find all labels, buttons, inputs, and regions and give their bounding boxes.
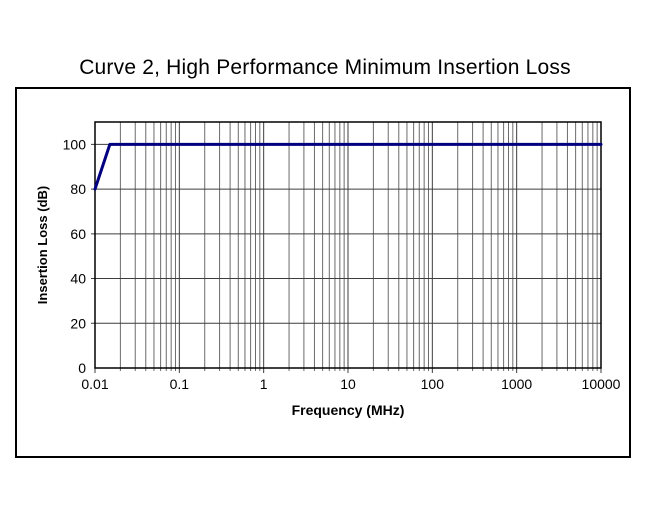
- x-tick-label: 100: [421, 376, 445, 392]
- y-tick-label: 100: [63, 136, 87, 152]
- y-tick-label: 80: [70, 181, 86, 197]
- y-tick-label: 60: [70, 226, 86, 242]
- y-tick-label: 20: [70, 315, 86, 331]
- y-axis-title: Insertion Loss (dB): [35, 186, 50, 304]
- chart-canvas: 0 20 40 60 80 100 0.01 0.1 1 10 100 1000 10000 Freque…: [35, 121, 621, 418]
- x-tick-label: 10000: [582, 376, 621, 392]
- y-axis-tick-labels: 0 20 40 60 80 100: [63, 136, 87, 376]
- chart-title: Curve 2, High Performance Minimum Insert…: [79, 56, 571, 79]
- series-line: [93, 142, 603, 191]
- x-tick-label: 1: [260, 376, 268, 392]
- x-axis-tick-labels: 0.01 0.1 1 10 100 1000 10000: [81, 376, 620, 392]
- y-tick-label: 40: [70, 271, 86, 287]
- x-tick-label: 1000: [501, 376, 532, 392]
- x-axis-title: Frequency (MHz): [292, 402, 405, 418]
- x-tick-label: 0.1: [170, 376, 190, 392]
- x-tick-label: 10: [340, 376, 356, 392]
- chart-plot-box: 0 20 40 60 80 100 0.01 0.1 1 10 100 1000 10000 Freque…: [15, 87, 631, 458]
- y-tick-label: 0: [78, 360, 86, 376]
- major-gridlines: [91, 122, 602, 373]
- plot-frame: [94, 121, 602, 369]
- x-tick-label: 0.01: [81, 376, 108, 392]
- minor-gridlines: [119, 122, 598, 371]
